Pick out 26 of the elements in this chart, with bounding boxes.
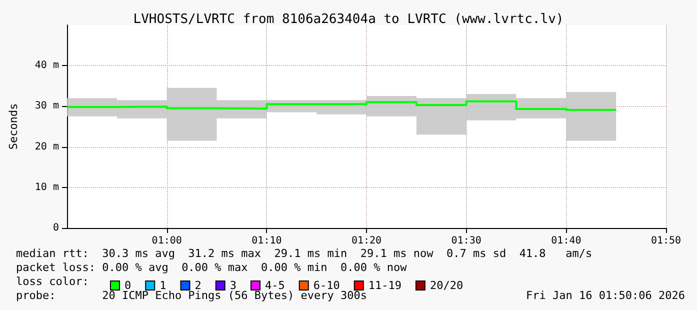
x-tick-label: 01:20 xyxy=(351,236,382,246)
legend-label: 6-10 xyxy=(313,279,340,292)
legend-label: 0 xyxy=(124,279,132,292)
y-axis-title: Seconds xyxy=(7,103,20,150)
text: loss color: xyxy=(16,275,89,288)
legend-label: 11-19 xyxy=(368,279,402,292)
y-tick-label: 20 m xyxy=(34,141,59,152)
chart-title: LVHOSTS/LVRTC from 8106a263404a to LVRTC (www.lvrtc.lv) xyxy=(133,12,564,27)
legend-label: 3 xyxy=(230,279,236,292)
x-tick-label: 01:30 xyxy=(451,236,482,246)
legend-label: 20/20 xyxy=(430,279,464,292)
text: Fri Jan 16 01:50:06 2026 xyxy=(526,289,686,302)
y-tick-label: 40 m xyxy=(34,60,59,72)
x-tick-label: 01:00 xyxy=(152,236,182,246)
legend-label: 1 xyxy=(160,279,166,292)
text: packet loss: 0.00 % avg 0.00 % max 0.00 % min 0.00 % now xyxy=(16,261,408,274)
y-tick-label: 30 m xyxy=(34,100,59,112)
y-tick-label: 10 m xyxy=(34,182,59,193)
y-tick-label: 0 xyxy=(52,222,59,234)
legend-label: 2 xyxy=(194,279,202,292)
x-tick-label: 01:10 xyxy=(252,236,282,246)
text: median rtt: 30.3 ms avg 31.2 ms max 29.1 ms min 29.1 ms now 0.7 ms sd 41.8 am/s xyxy=(16,247,592,260)
legend-label: 4-5 xyxy=(264,279,285,292)
x-tick-label: 01:50 xyxy=(650,236,682,246)
text: probe: 20 ICMP Echo Pings (56 Bytes) every 300s xyxy=(16,289,367,302)
x-tick-label: 01:40 xyxy=(551,236,582,246)
